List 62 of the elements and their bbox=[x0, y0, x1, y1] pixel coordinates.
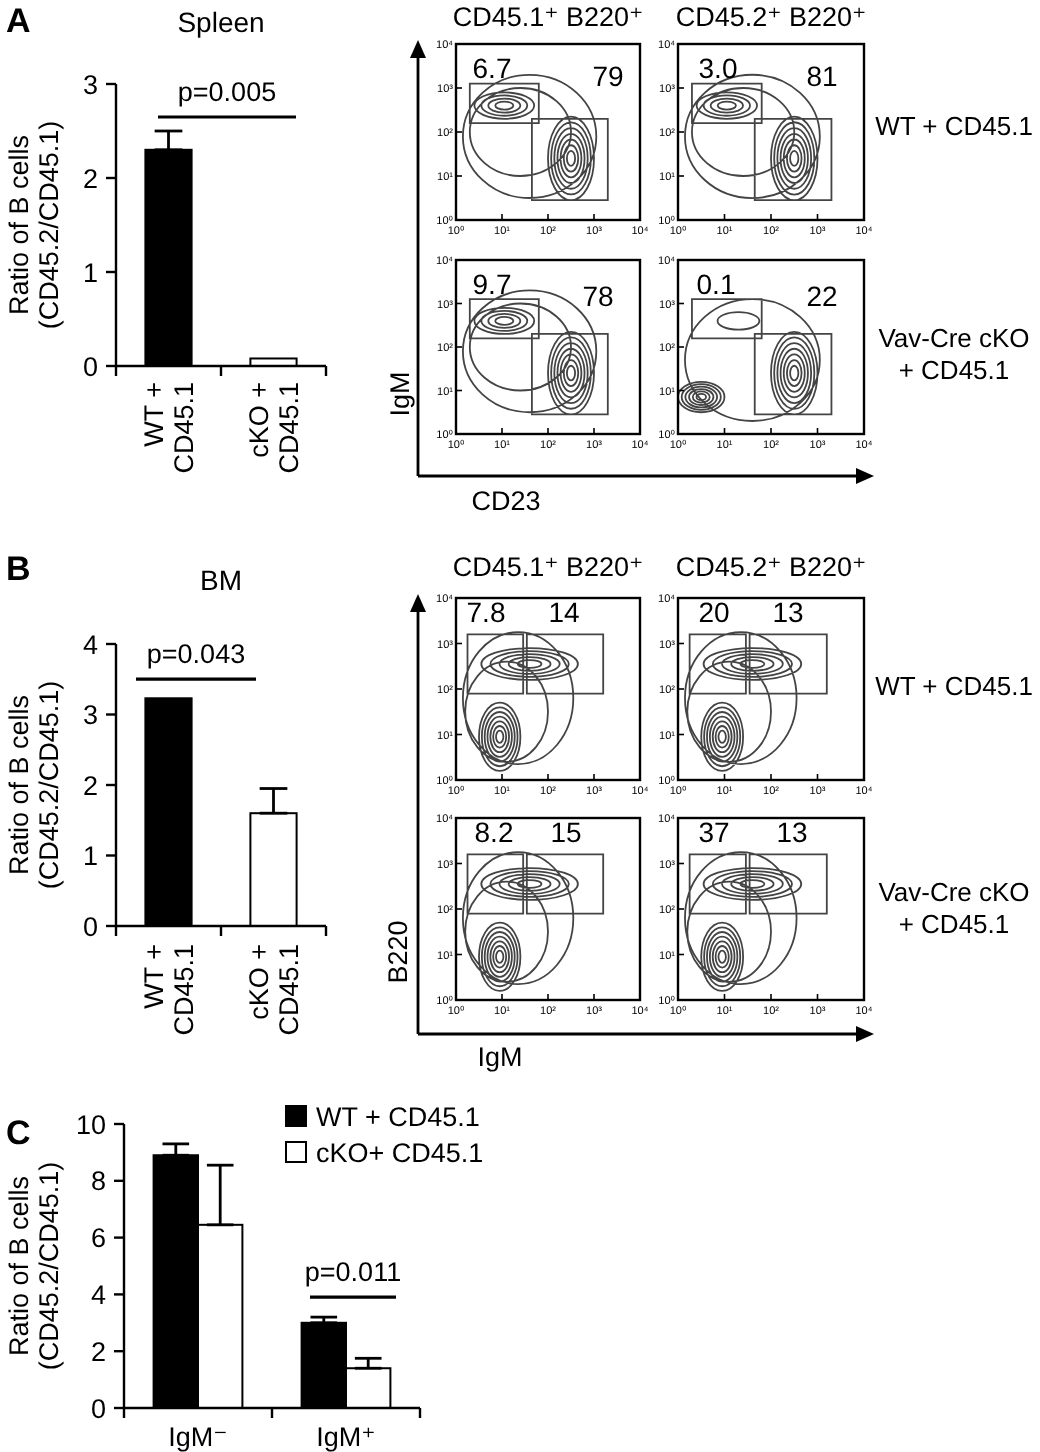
x-tick-label: WT + CD45.1 bbox=[138, 943, 199, 1036]
y-tick-label: 3 bbox=[82, 700, 98, 731]
annotation: 8.2 bbox=[474, 815, 514, 848]
annotation: 15 bbox=[550, 815, 582, 848]
chart-title: CD45.1⁺ B220⁺ bbox=[452, 552, 644, 582]
x-tick-label: IgM⁺ bbox=[316, 1422, 376, 1452]
y-tick-label: 2 bbox=[82, 770, 98, 801]
annotation: p=0.011 bbox=[304, 1257, 402, 1288]
chart-title: Spleen bbox=[177, 6, 265, 38]
x-tick-label: IgM⁻ bbox=[168, 1422, 228, 1452]
annotation: 13 bbox=[776, 815, 808, 848]
y-tick-label: 2 bbox=[82, 163, 98, 194]
text: A bbox=[6, 2, 31, 40]
annotation: p=0.043 bbox=[146, 639, 246, 670]
y-tick-label: 1 bbox=[82, 841, 98, 872]
annotation: 3.0 bbox=[698, 51, 738, 84]
y-axis-title: Ratio of B cells (CD45.2/CD45.1) bbox=[4, 680, 65, 890]
y-tick-label: 1 bbox=[82, 257, 98, 288]
legend-label: WT + CD45.1 bbox=[316, 1102, 480, 1132]
text: C bbox=[6, 1114, 31, 1152]
text: WT + CD45.1 bbox=[875, 671, 1033, 702]
y-tick-label: 6 bbox=[90, 1223, 106, 1254]
y-tick-label: 0 bbox=[82, 911, 98, 942]
annotation: 37 bbox=[698, 815, 730, 848]
annotation: 0.1 bbox=[696, 267, 736, 300]
y-tick-label: 4 bbox=[82, 629, 99, 660]
chart-title: BM bbox=[200, 564, 242, 596]
y-tick-label: 10 bbox=[75, 1109, 106, 1140]
y-axis-title: Ratio of B cells (CD45.2/CD45.1) bbox=[4, 120, 65, 330]
x-tick-label: cKO + CD45.1 bbox=[243, 943, 304, 1036]
annotation: 78 bbox=[582, 279, 614, 312]
chart-title: CD45.1⁺ B220⁺ bbox=[452, 2, 644, 32]
annotation: 79 bbox=[592, 59, 624, 92]
x-tick-label: cKO + CD45.1 bbox=[243, 381, 304, 474]
chart-title: CD45.2⁺ B220⁺ bbox=[675, 552, 867, 582]
text: B bbox=[6, 550, 31, 588]
y-tick-label: 4 bbox=[90, 1280, 107, 1310]
y-axis-title: Ratio of B cells (CD45.2/CD45.1) bbox=[4, 1161, 65, 1371]
annotation: 14 bbox=[548, 595, 580, 628]
y-tick-label: 8 bbox=[90, 1166, 106, 1197]
y-tick-label: 0 bbox=[90, 1393, 106, 1424]
annotation: 13 bbox=[772, 595, 804, 628]
y-axis-title: IgM bbox=[385, 371, 416, 417]
y-tick-label: 0 bbox=[82, 351, 98, 382]
y-tick-label: 3 bbox=[82, 69, 98, 100]
y-axis-title: B220 bbox=[383, 920, 414, 984]
x-axis-title: CD23 bbox=[471, 486, 541, 516]
text: Vav-Cre cKO + CD45.1 bbox=[878, 323, 1030, 386]
annotation: 20 bbox=[698, 595, 730, 628]
x-tick-label: WT + CD45.1 bbox=[138, 381, 199, 474]
annotation: 22 bbox=[806, 279, 838, 312]
annotation: 81 bbox=[806, 59, 838, 92]
chart-title: CD45.2⁺ B220⁺ bbox=[675, 2, 867, 32]
annotation: p=0.005 bbox=[177, 77, 277, 107]
annotation: 9.7 bbox=[472, 267, 512, 300]
y-tick-label: 2 bbox=[90, 1336, 106, 1367]
text: Vav-Cre cKO + CD45.1 bbox=[878, 877, 1030, 940]
annotation: 7.8 bbox=[466, 595, 506, 628]
annotation: 6.7 bbox=[472, 51, 512, 84]
text: WT + CD45.1 bbox=[875, 111, 1033, 142]
legend-label: cKO+ CD45.1 bbox=[316, 1138, 484, 1168]
x-axis-title: IgM bbox=[477, 1042, 523, 1072]
